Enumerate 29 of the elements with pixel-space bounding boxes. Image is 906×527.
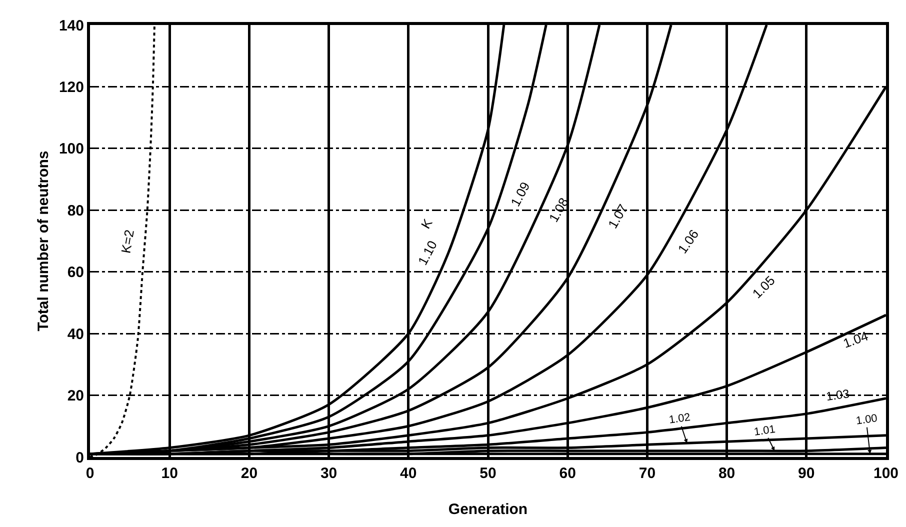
x-tick-label: 20 xyxy=(240,465,258,482)
text: 1.09 xyxy=(508,179,533,209)
y-tick-label: 80 xyxy=(67,202,84,220)
x-tick-label: 40 xyxy=(400,465,417,482)
x-tick-label: 90 xyxy=(798,465,815,482)
text: 1.01 xyxy=(753,424,776,438)
x-tick-label: 60 xyxy=(559,465,576,482)
text: 1.04 xyxy=(841,328,870,351)
text: 1.00 xyxy=(855,412,878,428)
y-tick-label: 60 xyxy=(67,264,84,282)
x-axis-title: Generation xyxy=(448,501,528,518)
y-tick-label: 140 xyxy=(58,17,84,34)
x-tick-label: 100 xyxy=(873,465,899,482)
x-tick-label: 0 xyxy=(86,465,94,482)
x-tick-label: 70 xyxy=(638,465,656,482)
text: 1.10 xyxy=(414,238,440,268)
y-tick-label: 0 xyxy=(76,449,84,466)
x-tick-label: 80 xyxy=(718,465,736,482)
legend-title: K xyxy=(418,216,436,232)
x-tick-label: 10 xyxy=(161,465,178,482)
y-axis-title: Total number of neutrons xyxy=(35,150,52,332)
text: K=2 xyxy=(118,228,137,254)
y-tick-label: 120 xyxy=(58,78,84,96)
y-tick-label: 100 xyxy=(58,140,84,158)
y-tick-label: 40 xyxy=(67,326,84,343)
text: 1.02 xyxy=(668,411,692,426)
x-tick-label: 30 xyxy=(320,465,338,482)
x-tick-label: 50 xyxy=(480,465,496,482)
y-tick-label: 20 xyxy=(67,388,84,405)
